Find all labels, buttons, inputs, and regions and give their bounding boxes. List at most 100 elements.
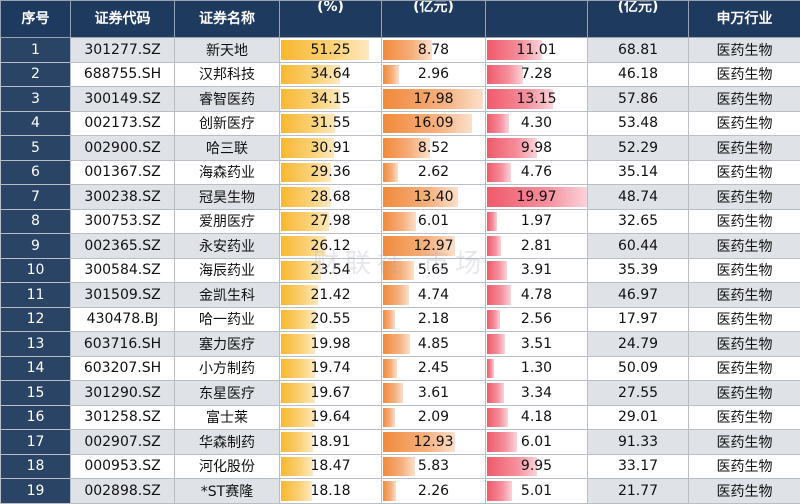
- bar-amp: [487, 163, 511, 183]
- value-pct: 28.68: [310, 189, 350, 205]
- cell-amp: 9.98: [486, 136, 588, 161]
- cell-pct: 26.12: [280, 234, 382, 259]
- value-amp: 9.98: [521, 140, 552, 156]
- cell-cap: 17.97: [588, 307, 689, 332]
- cell-cap: 50.09: [588, 356, 689, 381]
- value-pct: 34.15: [310, 91, 350, 107]
- cell-amp: 2.56: [486, 307, 588, 332]
- value-amount: 6.01: [418, 213, 449, 229]
- cell-industry: 医药生物: [689, 430, 800, 455]
- value-amount: 16.09: [413, 115, 453, 131]
- cell-pct: 20.55: [280, 307, 382, 332]
- bar-amp: [487, 383, 504, 403]
- value-pct: 27.98: [310, 213, 350, 229]
- cell-cap: 57.86: [588, 87, 689, 112]
- cell-industry: 医药生物: [689, 479, 800, 504]
- value-pct: 18.91: [310, 434, 350, 450]
- cell-amp: 3.91: [486, 258, 588, 283]
- cell-industry: 医药生物: [689, 454, 800, 479]
- cell-code: 301509.SZ: [71, 283, 175, 308]
- bar-amp: [487, 65, 523, 85]
- header-cap-label: (亿元): [588, 1, 688, 17]
- cell-pct: 28.68: [280, 185, 382, 210]
- cell-pct: 19.98: [280, 332, 382, 357]
- value-pct: 18.47: [310, 458, 350, 474]
- cell-code: 300149.SZ: [71, 87, 175, 112]
- cell-code: 301277.SZ: [71, 38, 175, 63]
- cell-name: 冠昊生物: [175, 185, 280, 210]
- cell-amount: 16.09: [382, 111, 486, 136]
- cell-amount: 17.98: [382, 87, 486, 112]
- cell-amp: 7.28: [486, 62, 588, 87]
- value-amp: 4.18: [521, 409, 552, 425]
- header-code: 证券代码: [71, 1, 175, 38]
- cell-amount: 4.74: [382, 283, 486, 308]
- cell-seq: 14: [1, 356, 71, 381]
- cell-industry: 医药生物: [689, 136, 800, 161]
- cell-name: 创新医疗: [175, 111, 280, 136]
- value-amount: 8.52: [418, 140, 449, 156]
- cell-name: 华森制药: [175, 430, 280, 455]
- cell-code: 301290.SZ: [71, 381, 175, 406]
- cell-pct: 34.15: [280, 87, 382, 112]
- table-header: 序号 证券代码 证券名称 (%) (亿元) (亿元) 申万行业: [1, 1, 800, 38]
- header-pct-label: (%): [280, 1, 381, 17]
- header-cap: (亿元): [588, 1, 689, 38]
- header-amp: [486, 1, 588, 38]
- cell-cap: 46.18: [588, 62, 689, 87]
- value-amp: 19.97: [516, 189, 556, 205]
- bar-amount: [383, 310, 395, 330]
- cell-amp: 1.97: [486, 209, 588, 234]
- value-amount: 5.83: [418, 458, 449, 474]
- value-amount: 2.26: [418, 483, 449, 499]
- cell-seq: 19: [1, 479, 71, 504]
- bar-amp: [487, 334, 505, 354]
- cell-pct: 19.64: [280, 405, 382, 430]
- cell-cap: 46.97: [588, 283, 689, 308]
- value-amp: 4.76: [521, 164, 552, 180]
- cell-cap: 60.44: [588, 234, 689, 259]
- value-amount: 2.96: [418, 66, 449, 82]
- bar-amp: [487, 285, 511, 305]
- cell-industry: 医药生物: [689, 111, 800, 136]
- cell-pct: 34.64: [280, 62, 382, 87]
- cell-amount: 2.62: [382, 160, 486, 185]
- bar-amount: [383, 212, 416, 232]
- cell-pct: 18.18: [280, 479, 382, 504]
- cell-name: 东星医疗: [175, 381, 280, 406]
- cell-amp: 9.95: [486, 454, 588, 479]
- bar-pct: [281, 457, 313, 477]
- cell-seq: 9: [1, 234, 71, 259]
- bar-amount: [383, 481, 396, 501]
- cell-pct: 21.42: [280, 283, 382, 308]
- value-amp: 2.56: [521, 311, 552, 327]
- header-amount: (亿元): [382, 1, 486, 38]
- cell-name: 爱朋医疗: [175, 209, 280, 234]
- bar-amount: [383, 408, 395, 428]
- cell-amount: 13.40: [382, 185, 486, 210]
- cell-industry: 医药生物: [689, 283, 800, 308]
- bar-amp: [487, 212, 497, 232]
- cell-amp: 3.34: [486, 381, 588, 406]
- bar-amp: [487, 114, 509, 134]
- cell-amp: 4.18: [486, 405, 588, 430]
- cell-pct: 30.91: [280, 136, 382, 161]
- value-pct: 51.25: [310, 42, 350, 58]
- cell-amp: 4.76: [486, 160, 588, 185]
- value-pct: 34.64: [310, 66, 350, 82]
- cell-name: 汉邦科技: [175, 62, 280, 87]
- cell-amount: 5.83: [382, 454, 486, 479]
- cell-amount: 8.52: [382, 136, 486, 161]
